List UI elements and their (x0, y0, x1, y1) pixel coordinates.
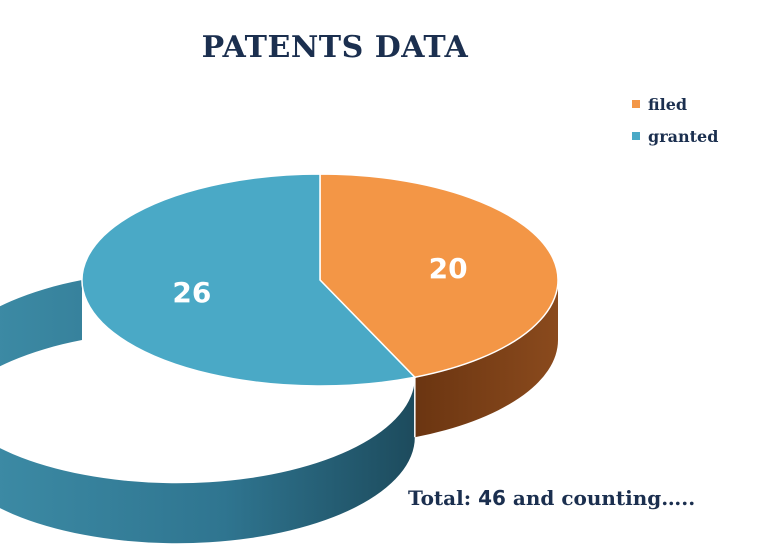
legend-label-filed: filed (648, 95, 687, 114)
chart-legend: filed granted (632, 88, 718, 152)
footer-suffix: and counting….. (506, 486, 695, 510)
footer-prefix: Total: (408, 486, 478, 510)
legend-item-granted: granted (632, 120, 718, 152)
footer-total: 46 (478, 486, 506, 510)
total-footer: Total: 46 and counting….. (408, 486, 695, 510)
legend-swatch-filed (632, 100, 640, 108)
data-label-filed: 20 (429, 252, 468, 285)
legend-label-granted: granted (648, 127, 718, 146)
legend-item-filed: filed (632, 88, 718, 120)
legend-swatch-granted (632, 132, 640, 140)
data-label-granted: 26 (172, 276, 211, 309)
